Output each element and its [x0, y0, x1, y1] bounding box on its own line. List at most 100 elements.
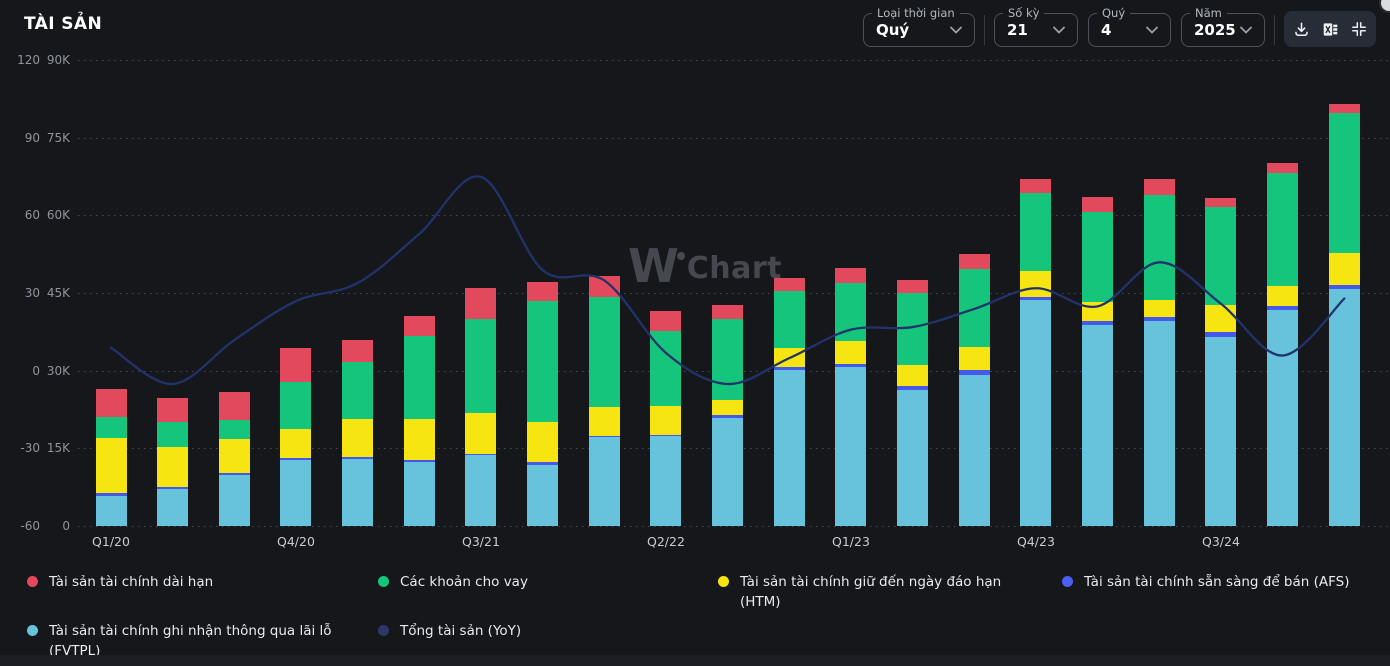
bar-segment	[1143, 194, 1175, 300]
select-time-type-label: Loại thời gian	[872, 6, 960, 20]
bar-segment	[280, 459, 312, 526]
chevron-down-icon	[950, 26, 962, 34]
bar-segment	[1143, 299, 1175, 318]
bar-segment	[1328, 253, 1360, 285]
legend-item-3[interactable]: Tài sản tài chính sẵn sàng để bán (AFS)	[1059, 572, 1374, 612]
legend-item-5[interactable]: Tổng tài sản (YoY)	[375, 621, 715, 661]
bar-segment	[465, 454, 497, 456]
bar-segment	[157, 446, 189, 487]
y-axis-tick-value: 60K	[46, 208, 70, 223]
bar-segment	[958, 269, 990, 348]
bar-segment	[342, 419, 374, 458]
y-axis-tick-percent: -60	[20, 519, 40, 533]
legend-dot-icon	[1062, 576, 1073, 587]
help-badge[interactable]	[1379, 0, 1390, 13]
select-time-type[interactable]: Loại thời gian Quý	[863, 6, 975, 47]
bar-Q2/23[interactable]	[897, 279, 929, 526]
select-periods[interactable]: Số kỳ 21	[994, 6, 1078, 47]
bar-segment	[835, 367, 867, 526]
bar-Q4/21[interactable]	[527, 281, 559, 526]
legend-item-1[interactable]: Các khoản cho vay	[375, 572, 715, 612]
chevron-down-icon	[1053, 26, 1065, 34]
bar-segment	[280, 381, 312, 430]
bar-Q3/24[interactable]	[1205, 198, 1237, 526]
bar-segment	[835, 340, 867, 364]
bar-segment	[958, 374, 990, 526]
select-periods-value: 21	[1007, 21, 1028, 39]
page-title: TÀI SẢN	[24, 14, 103, 34]
bar-Q1/22[interactable]	[588, 276, 620, 526]
download-button[interactable]	[1289, 17, 1313, 41]
legend-label: Tài sản tài chính sẵn sàng để bán (AFS)	[1084, 574, 1350, 590]
bar-segment	[218, 439, 250, 473]
bar-segment	[527, 281, 559, 301]
legend-label: Tổng tài sản (YoY)	[400, 623, 522, 639]
bar-Q4/22[interactable]	[773, 278, 805, 526]
watermark-w: W	[628, 239, 679, 293]
bar-Q2/22[interactable]	[650, 310, 682, 526]
bar-Q3/20[interactable]	[218, 392, 250, 526]
bar-Q4/23[interactable]	[1020, 178, 1052, 526]
bar-Q1/20[interactable]	[95, 389, 127, 526]
bar-segment	[1267, 285, 1299, 306]
bar-Q2/21[interactable]	[403, 315, 435, 526]
chart-actions	[1284, 11, 1376, 47]
excel-export-button[interactable]	[1318, 17, 1342, 41]
bar-segment	[157, 398, 189, 423]
bar-segment	[157, 486, 189, 489]
bar-segment	[465, 413, 497, 455]
bar-Q2/20[interactable]	[157, 398, 189, 526]
x-axis-label: Q3/21	[462, 534, 500, 549]
legend-dot-icon	[378, 576, 389, 587]
legend-label: Các khoản cho vay	[400, 574, 528, 590]
bar-Q3/23[interactable]	[958, 254, 990, 526]
bar-segment	[527, 422, 559, 463]
bar-segment	[342, 457, 374, 459]
legend: Tài sản tài chính dài hạn Các khoản cho v…	[24, 572, 1374, 661]
legend-dot-icon	[378, 625, 389, 636]
bar-segment	[1020, 178, 1052, 194]
bar-Q1/21[interactable]	[342, 339, 374, 526]
y-axis-tick-value: 15K	[46, 441, 70, 456]
fit-screen-button[interactable]	[1347, 17, 1371, 41]
bar-segment	[1328, 288, 1360, 526]
legend-item-0[interactable]: Tài sản tài chính dài hạn	[24, 572, 375, 612]
bar-segment	[1267, 172, 1299, 286]
select-quarter-label: Quý	[1097, 6, 1131, 20]
bar-Q1/23[interactable]	[835, 268, 867, 526]
bar-segment	[897, 292, 929, 365]
select-periods-label: Số kỳ	[1003, 6, 1045, 20]
bar-Q1/25[interactable]	[1328, 103, 1360, 526]
y-axis-tick-percent: 30	[24, 286, 40, 300]
bar-segment	[1082, 212, 1114, 303]
bar-Q1/24[interactable]	[1082, 197, 1114, 526]
bar-Q4/24[interactable]	[1267, 162, 1299, 526]
bar-segment	[650, 330, 682, 407]
legend-dot-icon	[27, 625, 38, 636]
toolbar-divider	[1274, 15, 1275, 45]
bar-segment	[95, 438, 127, 494]
bar-segment	[897, 389, 929, 526]
bar-segment	[403, 461, 435, 526]
x-axis-label: Q1/23	[832, 534, 870, 549]
bar-Q2/24[interactable]	[1143, 178, 1175, 526]
bar-Q3/21[interactable]	[465, 288, 497, 526]
bar-segment	[1143, 321, 1175, 526]
toolbar-divider	[984, 15, 985, 45]
bar-segment	[280, 458, 312, 460]
bar-segment	[1082, 302, 1114, 321]
bar-Q3/22[interactable]	[712, 304, 744, 526]
select-year[interactable]: Năm 2025	[1181, 6, 1265, 47]
y-axis-tick-value: 0	[62, 519, 70, 533]
watermark-chart: Chart	[686, 251, 783, 286]
legend-item-2[interactable]: Tài sản tài chính giữ đến ngày đáo hạn (…	[715, 572, 1059, 612]
bar-Q4/20[interactable]	[280, 348, 312, 526]
toolbar: Loại thời gian Quý Số kỳ 21 Quý 4 Năm 20…	[863, 6, 1376, 47]
select-quarter[interactable]: Quý 4	[1088, 6, 1171, 47]
select-year-value: 2025	[1194, 21, 1236, 39]
y-axis-tick-value: 45K	[46, 286, 70, 300]
bar-segment	[157, 422, 189, 447]
bar-segment	[403, 336, 435, 420]
y-axis-tick-percent: 90	[24, 130, 40, 145]
